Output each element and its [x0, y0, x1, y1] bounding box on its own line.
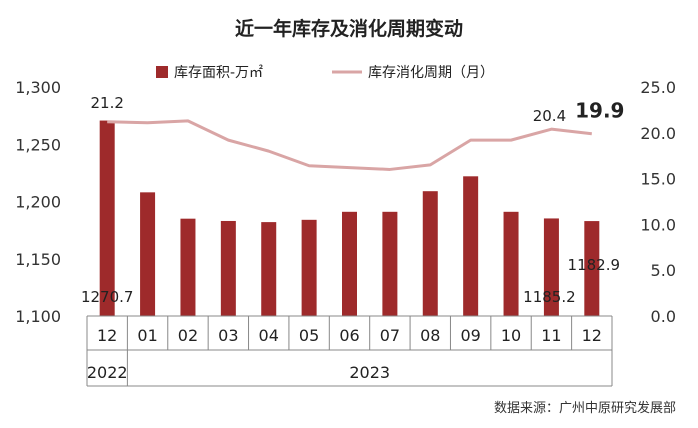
bar-01	[140, 192, 156, 316]
x-tick-label: 04	[259, 326, 279, 345]
legend-bar-swatch	[156, 66, 168, 78]
line-data-label-last: 19.9	[575, 99, 624, 123]
bar-12	[99, 120, 115, 317]
x-tick-label: 05	[299, 326, 319, 345]
x-tick-label: 10	[501, 326, 521, 345]
line-data-label: 21.2	[90, 94, 123, 112]
legend-line-label: 库存消化周期（月）	[368, 65, 494, 81]
x-tick-label: 08	[420, 326, 440, 345]
x-tick-label: 02	[178, 326, 198, 345]
line-data-label: 20.4	[533, 107, 566, 125]
source-note: 数据来源：广州中原研究发展部	[493, 401, 676, 416]
bar-06	[342, 211, 357, 316]
bar-08	[422, 191, 438, 316]
y-left-tick-label: 1,200	[15, 193, 61, 212]
x-tick-label: 12	[582, 326, 602, 345]
y-right-tick-label: 10.0	[640, 215, 676, 234]
y-right-tick-label: 20.0	[640, 124, 676, 143]
y-right-tick-label: 25.0	[640, 78, 676, 97]
x-tick-label: 09	[460, 326, 480, 345]
year-label-2022: 2022	[87, 363, 128, 382]
y-right-tick-label: 15.0	[640, 170, 676, 189]
x-tick-label: 03	[218, 326, 238, 345]
y-left-tick-label: 1,100	[15, 307, 61, 326]
bar-12	[584, 221, 600, 316]
y-left-tick-label: 1,250	[15, 135, 61, 154]
bar-data-label: 1270.7	[81, 288, 134, 306]
y-left-tick-label: 1,300	[15, 78, 61, 97]
x-tick-label: 11	[541, 326, 561, 345]
bar-07	[382, 211, 398, 316]
y-right-tick-label: 5.0	[651, 261, 676, 280]
bar-data-label: 1182.9	[568, 256, 621, 274]
year-label-2023: 2023	[349, 363, 390, 382]
bar-09	[463, 176, 479, 316]
x-tick-label: 01	[137, 326, 157, 345]
x-tick-label: 07	[380, 326, 400, 345]
y-right-tick-label: 0.0	[651, 307, 676, 326]
legend-bar-label: 库存面积-万㎡	[174, 65, 263, 81]
bar-05	[301, 219, 317, 316]
x-tick-label: 12	[97, 326, 117, 345]
bar-04	[261, 222, 277, 316]
bar-02	[180, 218, 196, 316]
bar-data-label: 1185.2	[523, 288, 576, 306]
bar-10	[503, 211, 519, 316]
chart-title: 近一年库存及消化周期变动	[234, 18, 463, 40]
bar-03	[220, 220, 236, 316]
line-series	[107, 119, 592, 171]
bar-11	[543, 218, 559, 316]
x-tick-label: 06	[339, 326, 359, 345]
y-left-tick-label: 1,150	[15, 250, 61, 269]
